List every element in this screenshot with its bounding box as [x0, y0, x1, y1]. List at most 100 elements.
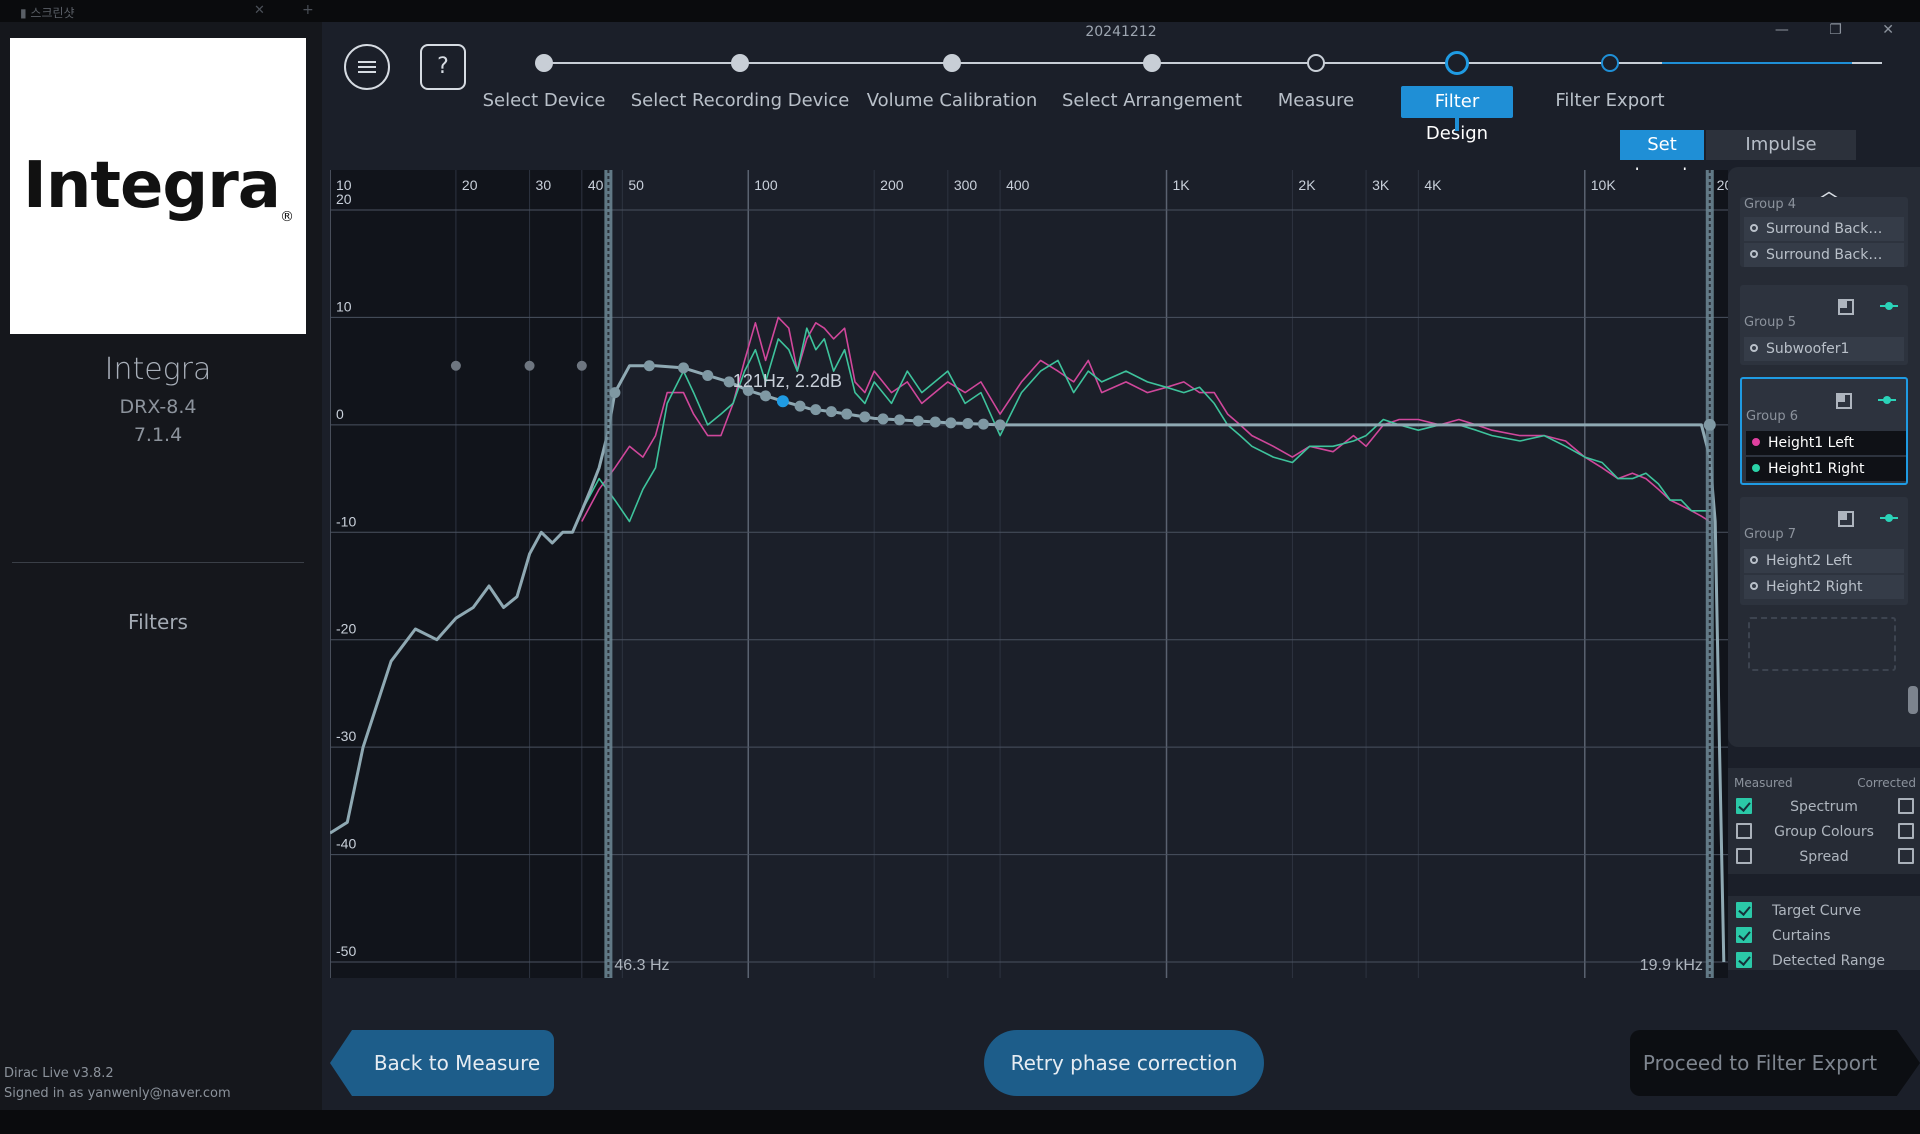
- option-row-curtains: Curtains: [1728, 927, 1920, 949]
- option-label: Spectrum: [1790, 799, 1858, 815]
- target-node: [877, 413, 889, 425]
- group-7[interactable]: Group 7 Height2 Left Height2 Right: [1740, 497, 1908, 605]
- proceed-to-filter-export-button[interactable]: Proceed to Filter Export: [1630, 1030, 1920, 1096]
- step-dot[interactable]: [535, 54, 553, 72]
- measured-spread-checkbox[interactable]: [1736, 848, 1752, 864]
- option-label: Group Colours: [1774, 824, 1874, 840]
- step-label[interactable]: Select Device: [482, 90, 606, 111]
- group-title: Group 6: [1746, 409, 1798, 424]
- step-label[interactable]: Volume Calibration: [866, 90, 1038, 111]
- retry-phase-correction-button[interactable]: Retry phase correction: [984, 1030, 1264, 1096]
- corrected-header: Corrected: [1857, 776, 1916, 790]
- option-label: Curtains: [1772, 928, 1831, 944]
- target-curve-checkbox[interactable]: [1736, 902, 1752, 918]
- close-tab-icon[interactable]: ✕: [254, 3, 265, 18]
- window-title: 20241212: [1085, 24, 1157, 40]
- y-tick-label: 0: [336, 406, 344, 422]
- x-tick-label: 10K: [1591, 177, 1617, 193]
- tab-set-target[interactable]: Set target: [1620, 130, 1704, 185]
- option-row-group-colours: Group Colours: [1728, 823, 1920, 845]
- step-label[interactable]: Select Arrangement: [1061, 90, 1243, 111]
- step-label[interactable]: Filter Export: [1555, 90, 1665, 111]
- x-tick-label: 200: [880, 177, 904, 193]
- group-5[interactable]: Group 5 Subwoofer1: [1740, 285, 1908, 365]
- tab-impulse-response[interactable]: Impulse response: [1706, 130, 1856, 185]
- group-config-icon[interactable]: [1838, 511, 1854, 527]
- x-tick-label: 40: [588, 177, 604, 193]
- x-tick-label: 1K: [1173, 177, 1191, 193]
- target-node: [929, 416, 941, 428]
- group-4[interactable]: Group 4 Surround Back… Surround Back…: [1740, 197, 1908, 267]
- y-tick-label: -20: [336, 621, 356, 637]
- browser-tab[interactable]: ▮ 스크린샷: [20, 6, 75, 20]
- y-tick-label: -10: [336, 513, 356, 529]
- step-label-current[interactable]: Filter Design: [1401, 86, 1513, 144]
- empty-group-slot[interactable]: [1748, 617, 1896, 671]
- device-model: DRX-8.4: [119, 396, 197, 418]
- speaker-config: 7.1.4: [133, 424, 183, 446]
- target-node: [977, 418, 989, 430]
- target-node: [841, 408, 853, 420]
- step-label[interactable]: Measure: [1277, 90, 1355, 111]
- frequency-response-chart[interactable]: 10203040501002003004001K2K3K4K10K20K 201…: [330, 170, 1728, 978]
- step-dot[interactable]: [731, 54, 749, 72]
- help-button[interactable]: ?: [420, 44, 466, 90]
- target-node: [576, 360, 587, 371]
- panel-scrollbar[interactable]: [1908, 686, 1918, 714]
- channel-subwoofer1[interactable]: Subwoofer1: [1744, 337, 1904, 361]
- corrected-group-colours-checkbox[interactable]: [1898, 823, 1914, 839]
- target-node: [609, 387, 621, 399]
- question-icon: ?: [437, 54, 449, 79]
- corrected-spread-checkbox[interactable]: [1898, 848, 1914, 864]
- link-icon[interactable]: [1880, 302, 1898, 310]
- measured-spectrum-checkbox[interactable]: [1736, 798, 1752, 814]
- option-row-target-curve: Target Curve: [1728, 902, 1920, 924]
- menu-button[interactable]: [344, 44, 390, 90]
- curtains-checkbox[interactable]: [1736, 927, 1752, 943]
- target-node: [859, 411, 871, 423]
- link-icon[interactable]: [1880, 514, 1898, 522]
- option-row-detected-range: Detected Range: [1728, 952, 1920, 974]
- step-dot[interactable]: [1601, 54, 1619, 72]
- channel-height1-left[interactable]: Height1 Left: [1746, 431, 1906, 455]
- measured-group-colours-checkbox[interactable]: [1736, 823, 1752, 839]
- channel-surround-back-left[interactable]: Surround Back…: [1744, 217, 1904, 241]
- window-controls[interactable]: — ❐ ✕: [1774, 22, 1912, 38]
- sidebar-item-filters[interactable]: Filters: [128, 610, 188, 634]
- group-config-icon[interactable]: [1838, 299, 1854, 315]
- channel-height1-right[interactable]: Height1 Right: [1746, 457, 1906, 481]
- detected-range-checkbox[interactable]: [1736, 952, 1752, 968]
- step-dot[interactable]: [1445, 51, 1469, 75]
- step-dot[interactable]: [1307, 54, 1325, 72]
- device-brand: Integra: [104, 352, 212, 387]
- corrected-spectrum-checkbox[interactable]: [1898, 798, 1914, 814]
- new-tab-icon[interactable]: +: [302, 2, 314, 18]
- option-row-spread: Spread: [1728, 848, 1920, 870]
- measured-header: Measured: [1734, 776, 1793, 790]
- link-icon[interactable]: [1878, 396, 1896, 404]
- back-to-measure-button[interactable]: Back to Measure: [330, 1030, 554, 1096]
- x-tick-label: 10: [336, 177, 352, 193]
- channel-height2-left[interactable]: Height2 Left: [1744, 549, 1904, 573]
- step-label[interactable]: Select Recording Device: [630, 90, 850, 111]
- group-title: Group 5: [1744, 315, 1796, 330]
- target-node: [524, 360, 535, 371]
- step-dot[interactable]: [943, 54, 961, 72]
- logo-wordmark: Integra®: [23, 149, 294, 225]
- target-node: [643, 360, 655, 372]
- group-config-icon[interactable]: [1836, 393, 1852, 409]
- cursor-readout: 121Hz, 2.2dB: [733, 371, 842, 391]
- browser-tab-strip: ▮ 스크린샷 ✕ +: [0, 0, 1920, 22]
- taskbar: [0, 1110, 1920, 1134]
- step-dot[interactable]: [1143, 54, 1161, 72]
- target-node: [894, 414, 906, 426]
- channel-surround-back-right[interactable]: Surround Back…: [1744, 243, 1904, 267]
- channel-height2-right[interactable]: Height2 Right: [1744, 575, 1904, 599]
- y-tick-label: 10: [336, 298, 352, 314]
- stepper-track: [544, 62, 1882, 64]
- target-node: [962, 418, 974, 430]
- target-node: [450, 360, 461, 371]
- group-6[interactable]: Group 6 Height1 Left Height1 Right: [1740, 377, 1908, 485]
- group-title: Group 4: [1744, 197, 1796, 212]
- signed-in-user: Signed in as yanwenly@naver.com: [4, 1086, 231, 1101]
